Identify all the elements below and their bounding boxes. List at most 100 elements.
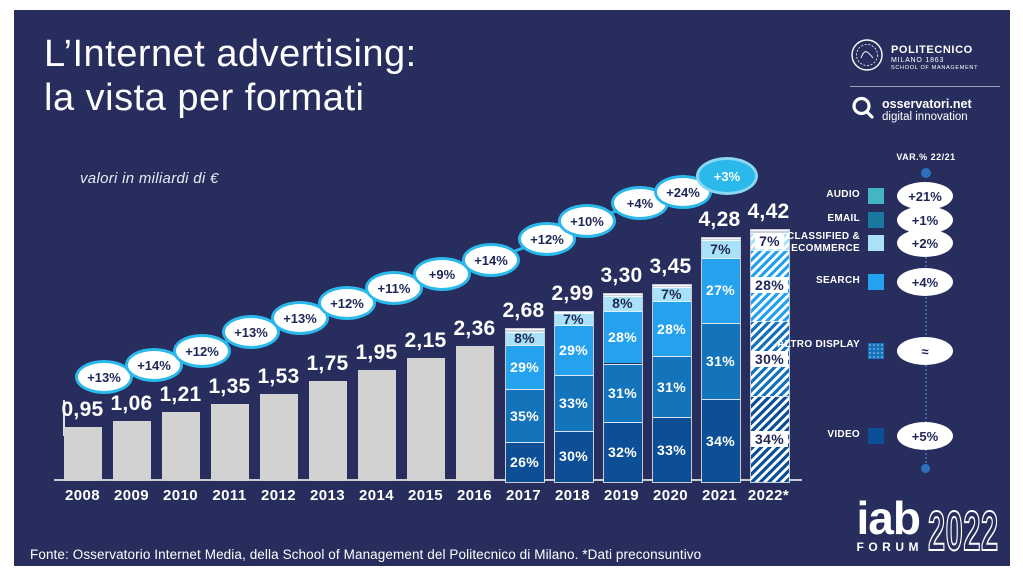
- legend-label-audio: AUDIO: [826, 189, 860, 200]
- bar-segment-altro-display: 33%: [554, 374, 593, 431]
- politecnico-milano: MILANO 1863: [891, 57, 945, 64]
- legend-swatch-classified-ecommerce: [868, 235, 884, 251]
- legend-var-header: VAR.% 22/21: [896, 152, 956, 162]
- bar-segment-altro-display: 35%: [505, 388, 544, 443]
- politecnico-name: POLITECNICO: [891, 44, 973, 56]
- bar-segment-video: 33%: [652, 417, 691, 482]
- bar-value-label: 2,99: [551, 281, 594, 305]
- bar-2011: [210, 404, 249, 481]
- legend-swatch-audio: [868, 188, 884, 204]
- segment-pct-label: 34%: [751, 431, 788, 448]
- bar-segment-audio-email: [603, 293, 642, 296]
- segment-pct-label: 33%: [559, 394, 588, 411]
- logo-divider: [850, 86, 1000, 87]
- bar-value-label: 2,36: [453, 317, 496, 341]
- bar-segment-search: 28%: [603, 310, 642, 364]
- bar-segment-search: 28%: [750, 250, 789, 321]
- growth-bubble: +10%: [558, 204, 616, 238]
- x-axis-label-2021: 2021: [702, 487, 737, 504]
- x-axis-label-2013: 2013: [310, 487, 345, 504]
- iab-year-text: 2022: [927, 499, 999, 563]
- legend-swatch-search: [868, 274, 884, 290]
- segment-pct-label: 31%: [608, 384, 637, 401]
- bar-2020: 33% 31% 28% 7%: [651, 284, 692, 483]
- bar-2019: 32% 31% 28% 8%: [602, 292, 643, 483]
- segment-pct-label: 7%: [661, 286, 682, 303]
- bar-value-label: 3,45: [649, 255, 692, 279]
- bar-2014: [357, 369, 396, 481]
- bar-segment-audio-email: [505, 329, 544, 333]
- x-axis-label-2009: 2009: [114, 487, 149, 504]
- growth-bubble: +3%: [696, 157, 758, 195]
- internet-advertising-bar-chart: 0,95 2008 1,06 2009 1,21 2010 1,35 2011 1,53 2012…: [14, 10, 1010, 566]
- legend-label-video: VIDEO: [827, 429, 860, 440]
- bar-value-label: 1,53: [257, 364, 300, 388]
- x-axis-label-2015: 2015: [408, 487, 443, 504]
- legend-label-email: EMAIL: [827, 213, 860, 224]
- legend-var-value: +4%: [897, 268, 953, 296]
- x-axis-label-2022: 2022*: [747, 487, 790, 504]
- growth-bubble: +13%: [75, 360, 133, 394]
- bar-2013: [308, 381, 347, 481]
- legend-line-top-dot: [921, 168, 931, 178]
- bar-value-label: 1,95: [355, 340, 398, 364]
- segment-pct-label: 29%: [510, 358, 539, 375]
- x-axis-label-2016: 2016: [457, 487, 492, 504]
- bar-value-label: 1,35: [208, 375, 251, 399]
- bar-segment-classified-ecommerce: 8%: [505, 330, 544, 347]
- bar-segment-video: 34%: [750, 396, 789, 482]
- bar-segment-audio-email: [652, 285, 691, 288]
- x-axis-label-2014: 2014: [359, 487, 394, 504]
- bar-value-label: 2,15: [404, 329, 447, 353]
- bar-segment-altro-display: 31%: [652, 356, 691, 418]
- segment-pct-label: 35%: [510, 407, 539, 424]
- legend-swatch-video: [868, 428, 884, 444]
- growth-bubble: +14%: [125, 348, 183, 382]
- bar-segment-classified-ecommerce: 7%: [652, 286, 691, 303]
- politecnico-logo: POLITECNICO MILANO 1863 SCHOOL OF MANAGE…: [850, 38, 1000, 77]
- legend-swatch-email: [868, 212, 884, 228]
- bar-segment-audio-email: [750, 230, 789, 233]
- segment-pct-label: 33%: [657, 441, 686, 458]
- magnifier-icon: [850, 95, 876, 126]
- chart-unit-label: valori in miliardi di €: [80, 170, 219, 187]
- legend-dotted-line: [925, 182, 927, 466]
- osservatori-name: osservatori.net: [882, 96, 972, 111]
- page-title-line1: L’Internet advertising:: [44, 33, 417, 75]
- iab-logo-text: iab: [856, 492, 921, 545]
- segment-pct-label: 32%: [608, 443, 637, 460]
- segment-pct-label: 8%: [514, 330, 535, 347]
- segment-pct-label: 28%: [751, 277, 788, 294]
- bar-2015: [406, 358, 445, 481]
- bar-segment-video: 34%: [701, 399, 740, 482]
- bar-segment-altro-display: 31%: [701, 323, 740, 400]
- politecnico-school: SCHOOL OF MANAGEMENT: [891, 65, 979, 71]
- segment-pct-label: 28%: [608, 329, 637, 346]
- slide-background: L’Internet advertising: la vista per for…: [14, 10, 1010, 566]
- segment-pct-label: 7%: [563, 311, 584, 328]
- growth-bubble: +12%: [173, 334, 231, 368]
- segment-pct-label: 7%: [755, 233, 784, 250]
- bar-segment-audio-email: [701, 238, 740, 241]
- growth-bubble: +9%: [413, 257, 471, 291]
- x-axis-label-2008: 2008: [65, 487, 100, 504]
- bar-value-label: 3,30: [600, 263, 643, 287]
- format-legend: VAR.% 22/21 AUDIO +21% EMAIL +1% CLASSIFIED …: [14, 10, 1010, 566]
- bar-2010: [161, 412, 200, 481]
- bar-2016: [455, 346, 494, 481]
- segment-pct-label: 30%: [751, 350, 788, 367]
- legend-swatch-altro-display: [868, 343, 884, 359]
- bar-segment-video: 26%: [505, 442, 544, 482]
- bar-2008: [63, 426, 102, 481]
- bar-2018: 30% 33% 29% 7%: [553, 310, 594, 483]
- segment-pct-label: 31%: [657, 378, 686, 395]
- bar-value-label: 1,06: [110, 391, 153, 415]
- osservatori-tagline: digital innovation: [882, 111, 968, 124]
- bar-segment-classified-ecommerce: 7%: [701, 240, 740, 258]
- x-axis-label-2017: 2017: [506, 487, 541, 504]
- x-axis-label-2010: 2010: [163, 487, 198, 504]
- page-title-line2: la vista per formati: [44, 77, 365, 120]
- segment-pct-label: 29%: [559, 341, 588, 358]
- segment-pct-label: 8%: [612, 295, 633, 312]
- segment-pct-label: 30%: [559, 448, 588, 465]
